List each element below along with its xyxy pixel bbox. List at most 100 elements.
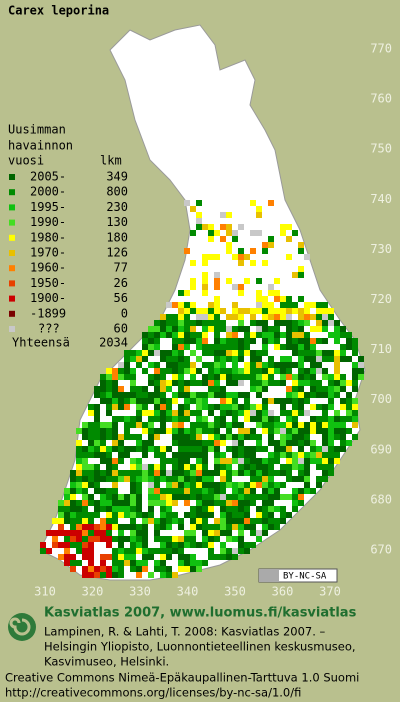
cell xyxy=(226,422,232,428)
cell xyxy=(172,458,178,464)
cell xyxy=(76,446,82,452)
x-coord-label: 310 xyxy=(34,585,56,599)
cell xyxy=(64,518,70,524)
cell xyxy=(142,410,148,416)
legend-label: ??? xyxy=(38,322,60,336)
cell xyxy=(334,356,340,362)
cell xyxy=(262,308,268,314)
cell xyxy=(100,476,106,482)
cell xyxy=(82,434,88,440)
cell xyxy=(238,500,244,506)
cell xyxy=(352,404,358,410)
legend-label: 2005- xyxy=(30,170,66,184)
cell xyxy=(148,362,154,368)
cell xyxy=(232,398,238,404)
cell xyxy=(160,392,166,398)
cell xyxy=(196,446,202,452)
legend-count: 349 xyxy=(106,170,128,184)
cell xyxy=(196,344,202,350)
cell xyxy=(226,332,232,338)
cell xyxy=(76,440,82,446)
cell xyxy=(76,542,82,548)
cell xyxy=(286,302,292,308)
cell xyxy=(220,368,226,374)
cell xyxy=(280,452,286,458)
cell xyxy=(172,440,178,446)
cell xyxy=(328,374,334,380)
cell xyxy=(340,350,346,356)
cell xyxy=(124,404,130,410)
cell xyxy=(136,476,142,482)
cell xyxy=(352,368,358,374)
cell xyxy=(244,254,250,260)
cell xyxy=(286,458,292,464)
cell xyxy=(178,476,184,482)
cell xyxy=(208,344,214,350)
cell xyxy=(160,476,166,482)
x-coord-label: 360 xyxy=(272,585,294,599)
cell xyxy=(142,344,148,350)
cell xyxy=(298,242,304,248)
cell xyxy=(220,410,226,416)
cell xyxy=(166,470,172,476)
cell xyxy=(178,392,184,398)
cell xyxy=(202,470,208,476)
cell xyxy=(178,452,184,458)
cell xyxy=(166,368,172,374)
cell xyxy=(274,506,280,512)
cell xyxy=(118,530,124,536)
cell xyxy=(256,290,262,296)
cell xyxy=(112,488,118,494)
cell xyxy=(82,554,88,560)
cell xyxy=(220,440,226,446)
cell xyxy=(262,530,268,536)
cell xyxy=(94,476,100,482)
cell xyxy=(286,494,292,500)
cell xyxy=(244,410,250,416)
cell xyxy=(256,392,262,398)
cell xyxy=(358,362,364,368)
cell xyxy=(238,254,244,260)
cell xyxy=(214,278,220,284)
cell xyxy=(184,554,190,560)
cell xyxy=(130,464,136,470)
cell xyxy=(202,452,208,458)
cell xyxy=(298,356,304,362)
cell xyxy=(166,542,172,548)
cell xyxy=(202,362,208,368)
cell xyxy=(184,320,190,326)
cell xyxy=(154,410,160,416)
cell xyxy=(172,542,178,548)
cell xyxy=(202,326,208,332)
cell xyxy=(292,392,298,398)
cell xyxy=(256,512,262,518)
cell xyxy=(172,500,178,506)
cell xyxy=(208,500,214,506)
cell xyxy=(148,350,154,356)
cell xyxy=(190,566,196,572)
cell xyxy=(268,440,274,446)
cell xyxy=(226,470,232,476)
cell xyxy=(214,338,220,344)
cell xyxy=(184,416,190,422)
cell xyxy=(196,452,202,458)
cell xyxy=(148,326,154,332)
cell xyxy=(340,428,346,434)
cell xyxy=(214,356,220,362)
cell xyxy=(94,452,100,458)
cell xyxy=(184,536,190,542)
cell xyxy=(160,542,166,548)
cell xyxy=(190,470,196,476)
cell xyxy=(262,344,268,350)
cell xyxy=(94,428,100,434)
cell xyxy=(94,536,100,542)
cell xyxy=(232,440,238,446)
cell xyxy=(154,524,160,530)
cell xyxy=(214,404,220,410)
cell xyxy=(118,506,124,512)
cell xyxy=(196,380,202,386)
cell xyxy=(82,542,88,548)
cell xyxy=(124,434,130,440)
cell xyxy=(118,374,124,380)
cell xyxy=(106,410,112,416)
